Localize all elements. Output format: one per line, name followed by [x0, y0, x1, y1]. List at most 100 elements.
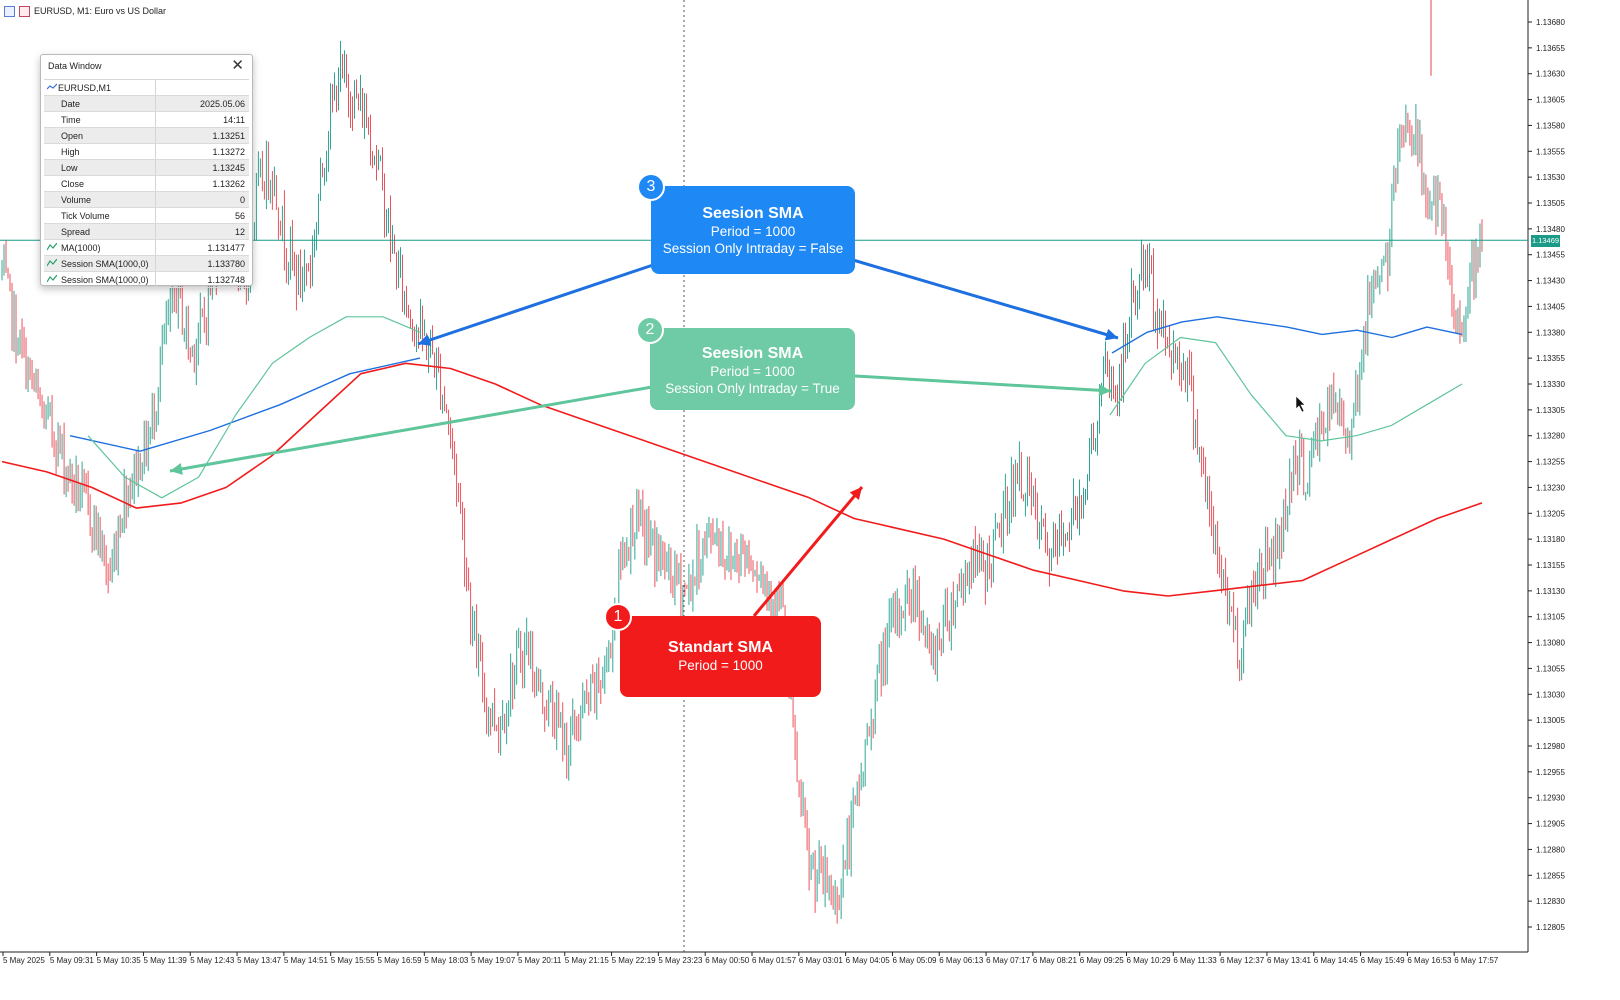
table-row: Tick Volume 56: [44, 208, 249, 224]
y-tick-label: 1.12980: [1536, 742, 1565, 751]
x-tick-label: 6 May 04:05: [846, 956, 891, 965]
row-value: 14:11: [223, 114, 245, 125]
row-value: 1.13272: [212, 146, 245, 157]
x-tick-label: 6 May 17:57: [1454, 956, 1499, 965]
row-value: 1.132748: [207, 274, 245, 285]
x-tick-label: 5 May 2025: [3, 956, 45, 965]
arrow-standard-head: [849, 487, 862, 501]
row-value: 0: [239, 194, 245, 205]
x-tick-label: 5 May 11:39: [143, 956, 187, 965]
y-tick-label: 1.13505: [1536, 199, 1565, 208]
data-window[interactable]: Data Window ✕ EURUSD,M1 Date 2025.05.06 T…: [40, 54, 253, 288]
table-row: Session SMA(1000,0) 1.133780: [44, 256, 249, 272]
sma-session-true-line: [1109, 336, 1463, 442]
y-tick-label: 1.13155: [1536, 561, 1565, 570]
table-row: Open 1.13251: [44, 128, 249, 144]
y-tick-label: 1.13030: [1536, 690, 1565, 699]
row-label: Open: [44, 128, 156, 143]
callout-title: Seesion SMA: [702, 205, 804, 222]
callout-title: Standart SMA: [668, 639, 773, 656]
y-tick-label: 1.13055: [1536, 664, 1565, 673]
row-label: Date: [44, 96, 156, 111]
callout-option: Session Only Intraday = True: [665, 381, 840, 396]
data-window-table: EURUSD,M1 Date 2025.05.06 Time 14:11 Open 1…: [44, 79, 249, 288]
row-label: Session SMA(1000,0): [61, 274, 149, 285]
callout-option: Session Only Intraday = False: [662, 241, 844, 256]
sma-session-false-line: [1111, 316, 1463, 354]
x-tick-label: 5 May 20:11: [518, 956, 562, 965]
x-tick-label: 5 May 15:55: [331, 956, 376, 965]
y-tick-label: 1.13430: [1536, 277, 1565, 286]
row-value: 12: [234, 226, 245, 237]
arrow-standard: [752, 486, 864, 617]
y-tick-label: 1.12955: [1536, 768, 1565, 777]
y-tick-label: 1.13230: [1536, 483, 1565, 492]
y-tick-label: 1.13180: [1536, 535, 1565, 544]
y-tick-label: 1.12905: [1536, 820, 1565, 829]
x-tick-label: 6 May 14:45: [1314, 956, 1359, 965]
y-tick-label: 1.13130: [1536, 587, 1565, 596]
arrow-session-true-left-head: [170, 463, 183, 475]
symbol-row: EURUSD,M1: [44, 80, 249, 96]
table-row: Volume 0: [44, 192, 249, 208]
line-chart-icon: [47, 83, 57, 90]
y-tick-label: 1.13380: [1536, 328, 1565, 337]
y-tick-label: 1.13080: [1536, 639, 1565, 648]
x-tick-label: 5 May 14:51: [284, 956, 329, 965]
x-tick-label: 6 May 13:41: [1267, 956, 1312, 965]
arrow-session-true-right: [854, 374, 1112, 393]
x-tick-label: 6 May 05:09: [892, 956, 937, 965]
x-tick-label: 6 May 03:01: [799, 956, 844, 965]
y-tick-label: 1.13330: [1536, 380, 1565, 389]
callout-period: Period = 1000: [710, 364, 795, 379]
x-tick-label: 6 May 00:50: [705, 956, 750, 965]
x-tick-label: 5 May 16:59: [378, 956, 423, 965]
y-tick-label: 1.13105: [1536, 613, 1565, 622]
table-row: Date 2025.05.06: [44, 96, 249, 112]
badge-2: 2: [636, 316, 664, 344]
row-label: Spread: [44, 224, 156, 239]
x-tick-label: 6 May 16:53: [1407, 956, 1452, 965]
callout-period: Period = 1000: [710, 224, 796, 239]
badge-1: 1: [604, 603, 632, 631]
symbol-label: EURUSD,M1: [58, 82, 112, 93]
price-axis: 1.13680 1.13655 1.13630 1.13605 1.13580 1.135…: [1528, 18, 1565, 932]
mouse-cursor-icon: [1295, 395, 1306, 413]
close-icon[interactable]: ✕: [231, 57, 244, 74]
time-axis: 5 May 2025 5 May 09:31 5 May 10:35 5 May 11…: [2, 952, 1499, 965]
x-tick-label: 5 May 19:07: [471, 956, 516, 965]
arrow-session-false-right: [852, 258, 1119, 340]
x-tick-label: 6 May 11:33: [1173, 956, 1217, 965]
row-label: High: [44, 144, 156, 159]
arrow-session-false-left-head: [418, 334, 432, 346]
symbol-icon: [19, 5, 30, 17]
row-label: Session SMA(1000,0): [61, 258, 149, 269]
chart-grid-icon: [4, 5, 15, 17]
row-value: 1.13251: [212, 130, 245, 141]
x-tick-label: 6 May 06:13: [939, 956, 984, 965]
sma-session-false-line: [69, 357, 421, 452]
y-tick-label: 1.13555: [1536, 147, 1565, 156]
y-tick-label: 1.12880: [1536, 845, 1565, 854]
x-tick-label: 5 May 12:43: [190, 956, 235, 965]
x-tick-label: 6 May 01:57: [752, 956, 797, 965]
callout-title: Seesion SMA: [701, 345, 804, 362]
arrow-session-false-left: [417, 263, 654, 346]
arrow-session-false-right-head: [1104, 328, 1118, 341]
table-row: Low 1.13245: [44, 160, 249, 176]
table-row: Spread 12: [44, 224, 249, 240]
data-window-title: Data Window: [48, 61, 102, 71]
callout-session-sma-true: Seesion SMA Period = 1000 Session Only I…: [650, 328, 855, 410]
row-label: Close: [44, 176, 156, 191]
row-value: 1.133780: [207, 258, 245, 269]
y-tick-label: 1.13305: [1536, 406, 1565, 415]
sma-standard-line: [1, 362, 1483, 597]
chart-title-bar: EURUSD, M1: Euro vs US Dollar: [4, 4, 166, 18]
y-tick-label: 1.13205: [1536, 509, 1565, 518]
y-tick-label: 1.13255: [1536, 458, 1565, 467]
table-row: Session SMA(1000,0) 1.132748: [44, 272, 249, 288]
x-tick-label: 5 May 18:03: [424, 956, 469, 965]
row-value: 2025.05.06: [199, 98, 245, 109]
row-label: MA(1000): [61, 242, 101, 253]
